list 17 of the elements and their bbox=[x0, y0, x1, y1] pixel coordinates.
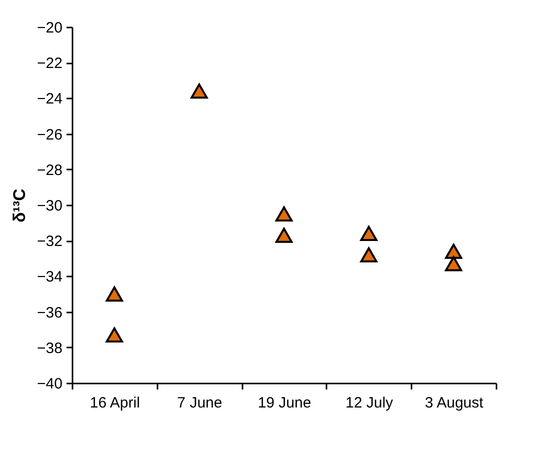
y-tick-label: −40 bbox=[37, 376, 62, 392]
y-tick-label: −20 bbox=[37, 20, 62, 36]
x-tick-label: 16 April bbox=[90, 394, 140, 412]
y-tick-label: −34 bbox=[37, 268, 62, 286]
x-tick-label: 7 June bbox=[177, 394, 222, 412]
y-tick-label: −28 bbox=[37, 162, 62, 179]
x-tick-label: 3 August bbox=[424, 394, 484, 412]
y-tick-label: −32 bbox=[37, 233, 62, 250]
y-axis-title: δ¹³C bbox=[10, 188, 30, 222]
x-tick-label: 12 July bbox=[346, 394, 394, 412]
y-tick-label: −36 bbox=[37, 304, 62, 322]
y-tick-label: −30 bbox=[37, 198, 62, 214]
x-tick-label: 19 June bbox=[258, 394, 312, 412]
y-tick-label: −22 bbox=[37, 55, 62, 72]
y-tick-label: −38 bbox=[37, 340, 62, 357]
y-tick-label: −24 bbox=[37, 90, 62, 108]
y-tick-label: −26 bbox=[37, 126, 62, 144]
